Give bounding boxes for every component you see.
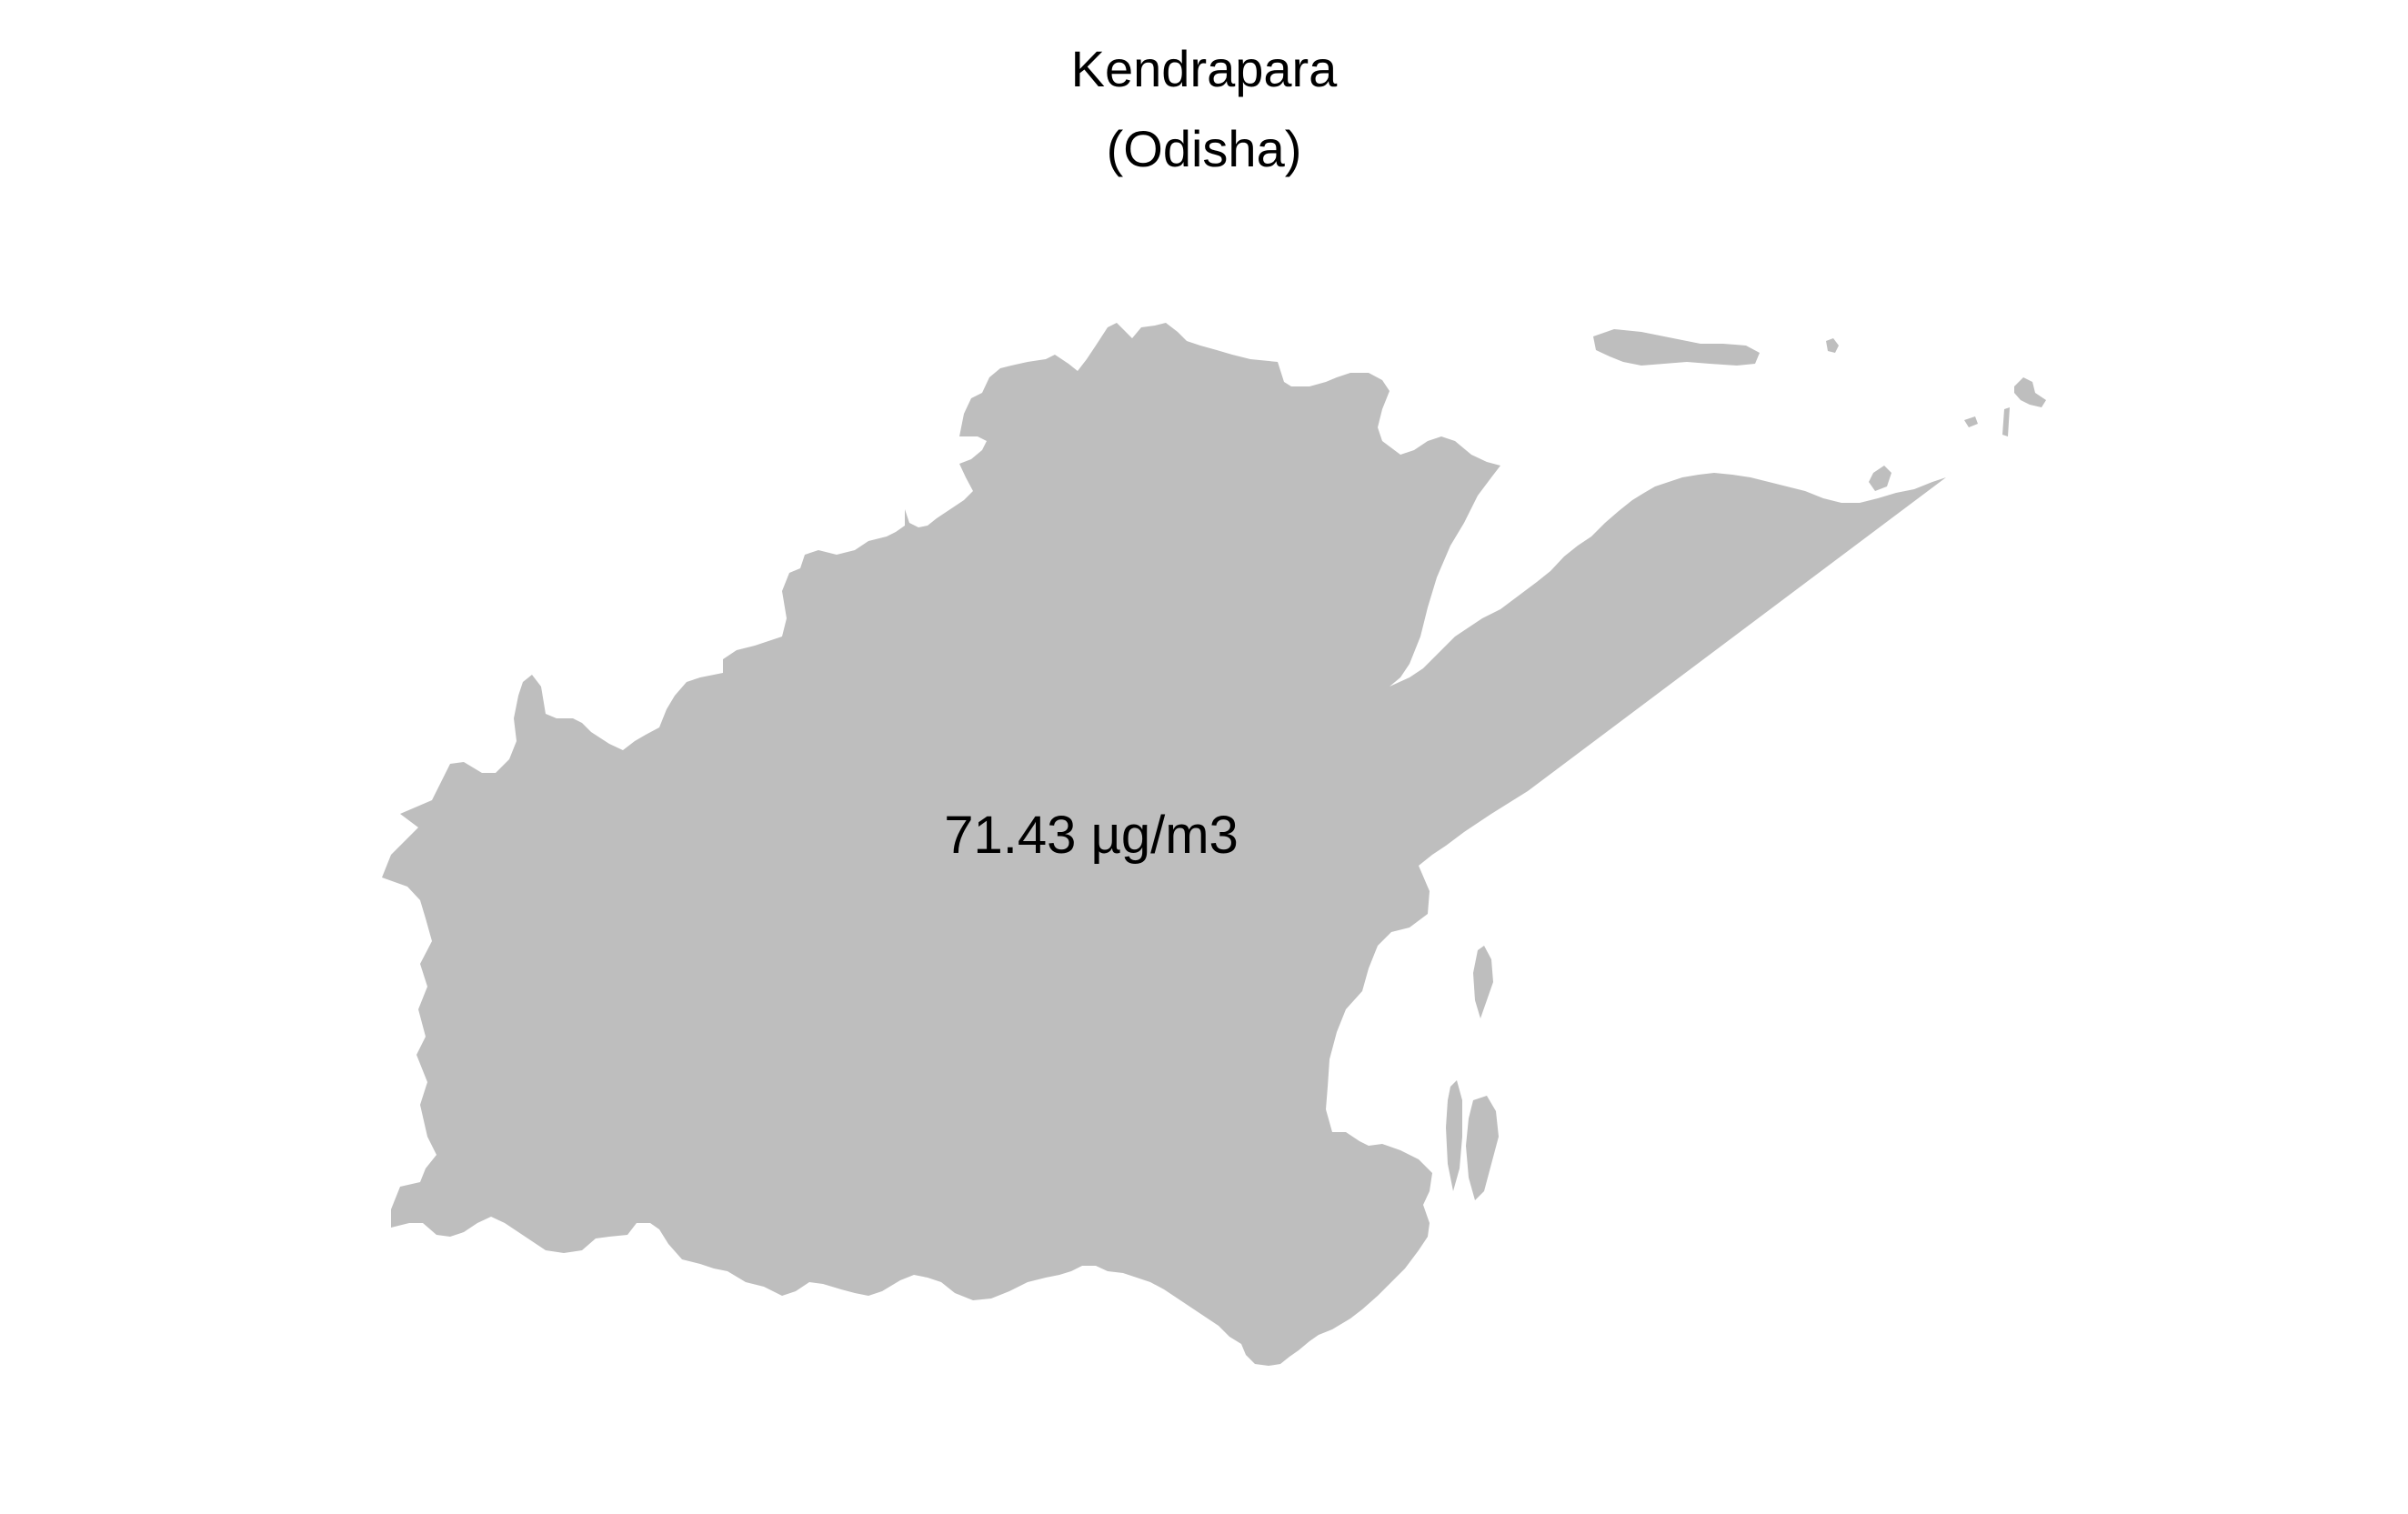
islet-ne-2 [2014, 377, 2046, 407]
map-subtitle: (Odisha) [1106, 120, 1302, 177]
island-south-2 [1446, 1080, 1462, 1191]
district-value-label: 71.43 µg/m3 [944, 806, 1239, 865]
island-north [1593, 329, 1760, 366]
islet-ne-1 [1826, 338, 1839, 353]
map-title: Kendrapara [1070, 40, 1338, 97]
island-south-3 [1466, 1096, 1499, 1200]
islet-ne-5 [1869, 466, 1891, 491]
island-south-1 [1473, 946, 1493, 1018]
islet-ne-3 [1964, 416, 1978, 427]
district-shape [382, 323, 1946, 1366]
islet-ne-4 [2002, 407, 2010, 436]
